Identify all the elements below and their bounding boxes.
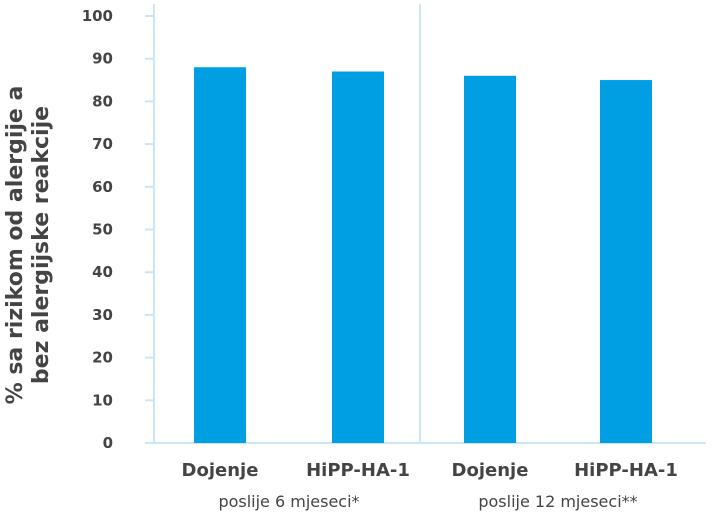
y-axis-title-line-1: % sa rizikom od alergije a: [3, 86, 28, 405]
x-tick-label: Dojenje: [452, 460, 529, 481]
y-tick-label: 90: [92, 50, 113, 68]
y-axis-title-line-2: bez alergijske reakcije: [29, 106, 54, 384]
bars: [194, 67, 652, 444]
bar: [464, 75, 516, 443]
x-tick-label: HiPP-HA-1: [574, 460, 678, 481]
y-tick-label: 100: [82, 7, 113, 25]
y-tick-label: 50: [92, 221, 113, 239]
y-tick-label: 30: [92, 306, 113, 324]
y-tick-label: 20: [92, 349, 113, 367]
bar: [194, 67, 246, 444]
group-labels: poslije 6 mjeseci* poslije 12 mjeseci**: [218, 492, 637, 511]
y-tick-label: 80: [92, 92, 113, 110]
x-tick-label: Dojenje: [182, 460, 259, 481]
y-tick-labels: 0 10 20 30 40 50 60 70 80 90 100: [82, 7, 113, 452]
x-tick-labels: Dojenje HiPP-HA-1 Dojenje HiPP-HA-1: [182, 460, 678, 481]
group-label: poslije 6 mjeseci*: [218, 492, 359, 511]
bar: [600, 80, 652, 444]
y-tick-label: 70: [92, 135, 113, 153]
group-label: poslije 12 mjeseci**: [478, 492, 637, 511]
y-tick-label: 60: [92, 178, 113, 196]
y-tick-label: 0: [103, 434, 113, 452]
bar: [332, 71, 384, 443]
y-tick-label: 10: [92, 391, 113, 409]
x-tick-label: HiPP-HA-1: [306, 460, 410, 481]
y-tick-label: 40: [92, 263, 113, 281]
y-axis-title: % sa rizikom od alergije a bez alergijsk…: [3, 86, 54, 405]
